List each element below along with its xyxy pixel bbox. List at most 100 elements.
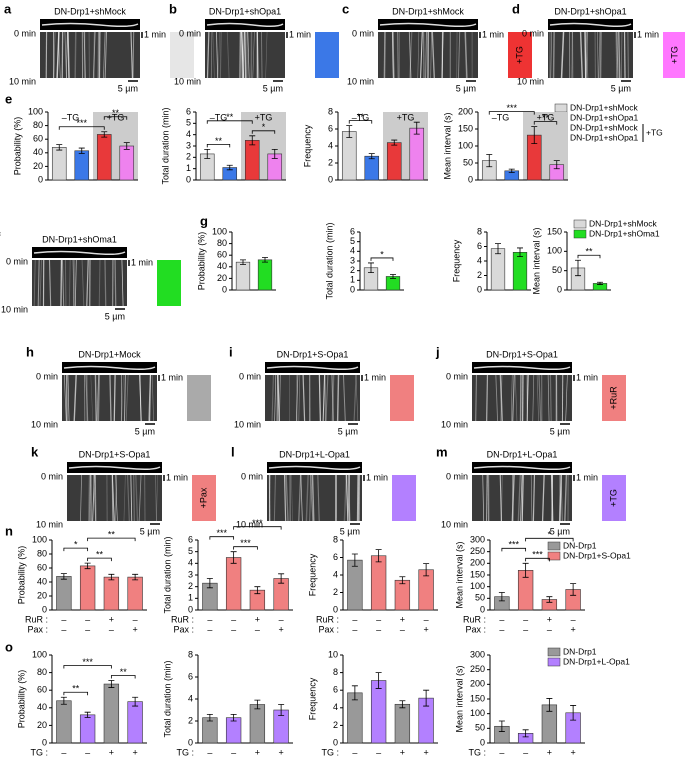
y-tick-label: 0 [333,604,338,614]
kymograph-streak [114,259,117,307]
kymograph-streak [149,374,151,422]
kymograph-streak [33,259,36,307]
condition-name: TG : [469,747,487,757]
kymograph-streak [300,474,303,522]
y-tick-label: 20 [37,720,47,730]
kymograph-streak [511,474,515,522]
condition-sign: – [352,747,357,757]
y-axis-label: Mean interval (s) [454,665,464,732]
error-bar [206,578,213,589]
kymograph-streak [343,474,348,522]
kymograph-streak [93,31,96,79]
significance-label: *** [216,528,227,538]
error-bar [546,698,553,712]
kymograph-streak [549,374,552,422]
y-tick-label: 1 [188,593,193,603]
bar [347,559,363,611]
panel-title: DN-Drp1+shOpa1 [554,6,626,16]
condition-sign: – [207,747,212,757]
significance-bracket [577,254,601,259]
kymograph-streak [291,474,293,522]
kymograph-streak [124,374,126,422]
significance-bracket [110,675,136,679]
kymograph-streak [530,474,533,522]
kymograph-streak [88,474,90,522]
condition-name: Pax : [27,624,48,634]
condition-text: +RuR [608,386,618,410]
kymograph-streak [104,259,107,307]
y-tick-label: 0 [477,284,482,294]
y-tick-label: 1 [186,163,191,173]
bar [244,140,260,181]
y-tick-label: 6 [188,534,193,544]
kymograph-streak [72,259,75,307]
kymograph-streak [276,374,279,422]
kymograph-streak [598,31,601,79]
kymograph-streak [571,31,573,79]
y-tick-label: 0 [222,284,227,294]
time-scale: 1 min [637,29,659,39]
y-tick-label: 100 [547,246,562,256]
kymograph-streak [353,374,357,422]
significance-label: ** [357,112,365,122]
kymograph [265,375,360,421]
kymograph-streak [271,374,274,422]
kymograph-streak [126,474,130,522]
y-tick-label: 6 [477,241,482,251]
y-tick-label: 4 [333,569,338,579]
condition-text: +TG [608,489,618,507]
y-tick-label: 4 [477,255,482,265]
y-tick-label: 0 [38,174,43,184]
y-tick-label: 8 [477,226,482,236]
condition-sign: – [499,624,504,634]
error-bar [531,126,538,145]
y-tick-label: 40 [37,702,47,712]
significance-label: ** [96,549,104,559]
kymograph-streak [285,474,289,522]
significance-bracket [63,665,112,669]
y-tick-label: 300 [470,649,485,659]
error-bar [254,699,261,710]
y-tick-label: 40 [37,576,47,586]
condition-sign: + [109,614,114,624]
bar [74,150,90,181]
kymograph-streak [495,374,499,422]
kymograph-streak [265,31,268,79]
error-bar [522,562,529,578]
y-tick-label: 5 [188,546,193,556]
significance-label: *** [532,550,543,560]
condition-sign: – [424,614,429,624]
condition-sign: + [423,624,428,634]
y-tick-label: 6 [188,671,193,681]
error-bar [84,562,91,570]
y-tick-label: 8 [188,649,193,659]
error-bar [508,168,515,173]
kymograph-streak [37,259,40,307]
panel-title: DN-Drp1+shMock [54,6,126,16]
time-start: 0 min [239,371,261,381]
kymograph-streak [620,31,623,79]
kymograph-streak [206,31,210,79]
kymograph [40,32,140,78]
condition-sign: – [523,614,528,624]
time-start: 0 min [6,256,28,266]
kymograph-streak [336,374,340,422]
neurite [268,465,361,471]
neurite [63,365,156,371]
kymograph-streak [564,474,568,522]
y-tick-label: 0 [186,174,191,184]
panel-letter: a [4,1,12,16]
significance-bracket [206,120,253,124]
kymograph-streak [130,474,133,522]
y-tick-label: 100 [32,534,47,544]
neurite [33,250,126,256]
condition-box [602,475,626,521]
time-start: 0 min [179,28,201,38]
error-bar [226,164,233,171]
kymograph-streak [92,474,95,522]
y-axis-label: Mean interval (s) [531,227,541,294]
legend-swatch [573,219,587,229]
y-axis-label: Total duration (min) [324,222,334,299]
kymograph-streak [68,259,71,307]
error-bar [486,154,493,168]
